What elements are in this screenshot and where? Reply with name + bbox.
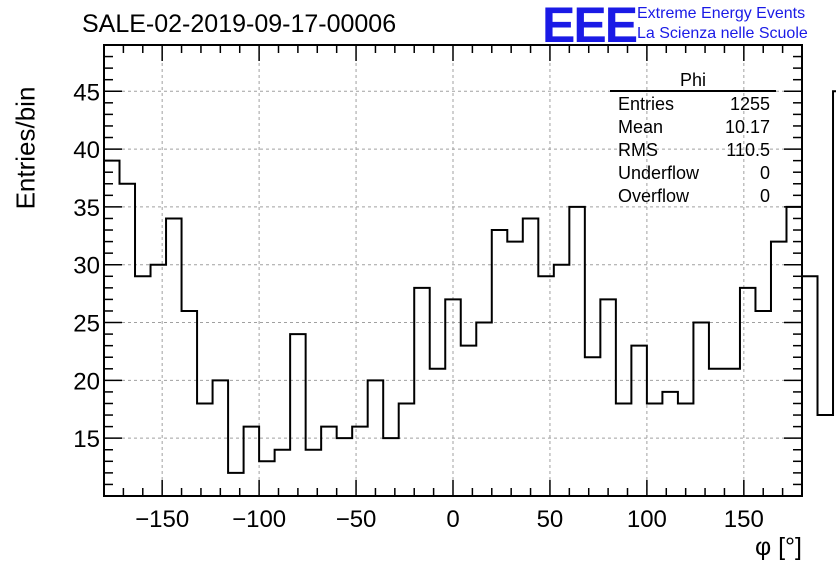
histogram-bin (740, 288, 756, 496)
histogram-bin (228, 473, 244, 496)
y-tick-label: 40 (73, 137, 100, 164)
histogram-bin (259, 461, 275, 496)
histogram-bin (182, 311, 198, 496)
histogram-bin (802, 276, 818, 496)
histogram-bin (337, 438, 353, 496)
x-tick-label: −50 (336, 506, 377, 533)
histogram-bin (647, 403, 663, 496)
stats-value: 10.17 (724, 117, 770, 137)
stats-row-rms: RMS 110.5 (610, 139, 776, 162)
x-tick-label: −100 (232, 506, 286, 533)
histogram-bin (631, 346, 647, 496)
histogram-bin (383, 438, 399, 496)
histogram-bin (321, 427, 337, 496)
histogram-bin (709, 369, 725, 496)
y-tick-label: 35 (73, 195, 100, 222)
stats-value: 0 (759, 163, 770, 183)
histogram-bin (569, 207, 585, 496)
histogram-bin (306, 450, 322, 496)
histogram-bin (523, 218, 539, 496)
axes: −150 −100 −50 0 50 100 150 15 20 25 30 35 40 45 (73, 44, 803, 533)
y-axis-label: Entries/bin (10, 86, 41, 210)
histogram-bin (786, 207, 802, 496)
stats-row-entries: Entries 1255 (610, 93, 776, 116)
histogram-bars (103, 90, 836, 496)
histogram-bin (678, 403, 694, 496)
histogram-bin (461, 346, 477, 496)
logo-line-2: La Scienza nelle Scuole (637, 25, 808, 42)
histogram-bin (275, 450, 291, 496)
histogram-bin (197, 403, 213, 496)
y-tick-label: 15 (73, 426, 100, 453)
histogram-bin (120, 184, 136, 496)
x-axis-label: φ [°] (754, 533, 802, 561)
histogram-bin (585, 357, 601, 496)
stats-label: Entries (618, 94, 675, 114)
x-tick-label: 100 (627, 506, 667, 533)
x-tick-label: 50 (537, 506, 564, 533)
histogram-bin (166, 218, 182, 496)
logo-line-1: Extreme Energy Events (637, 5, 806, 22)
histogram-step-line (103, 90, 836, 496)
histogram-bin (104, 161, 120, 496)
stats-box: Phi Entries 1255 Mean 10.17 RMS 110.5 Un… (610, 70, 776, 208)
logo-text: Extreme Energy Events La Scienza nelle S… (637, 4, 808, 44)
histogram-bin (600, 299, 616, 496)
y-tick-label: 30 (73, 253, 100, 280)
stats-label: Overflow (618, 186, 690, 206)
histogram-bin (755, 311, 771, 496)
x-tick-label: 150 (724, 506, 764, 533)
stats-row-overflow: Overflow 0 (610, 185, 776, 208)
stats-row-underflow: Underflow 0 (610, 162, 776, 185)
stats-value: 1255 (729, 94, 770, 114)
y-tick-label: 25 (73, 311, 100, 338)
stats-value: 0 (759, 186, 770, 206)
stats-label: Underflow (618, 163, 700, 183)
y-axis-label-container: Entries/bin (6, 87, 46, 210)
histogram-bin (818, 415, 834, 496)
histogram-bin (399, 403, 415, 496)
histogram-bin (135, 276, 151, 496)
histogram-bin (430, 369, 446, 496)
y-tick-label: 20 (73, 368, 100, 395)
x-tick-label: −150 (135, 506, 189, 533)
chart-title: SALE-02-2019-09-17-00006 (82, 10, 397, 38)
histogram-bin (662, 392, 678, 496)
histogram-bin (352, 427, 368, 496)
histogram-bin (476, 323, 492, 496)
histogram-bin (538, 276, 554, 496)
histogram-bin (693, 323, 709, 496)
histogram-bin (771, 242, 787, 496)
stats-label: Mean (618, 117, 664, 137)
histogram-bin (724, 369, 740, 496)
stats-row-mean: Mean 10.17 (610, 116, 776, 139)
histogram-bin (244, 427, 260, 496)
stats-histogram-name: Phi (610, 70, 776, 92)
histogram-bin (414, 288, 430, 496)
stats-label: RMS (618, 140, 658, 160)
histogram-bin (507, 242, 523, 496)
y-tick-label: 45 (73, 79, 100, 106)
histogram-bin (492, 230, 508, 496)
histogram-bin (616, 403, 632, 496)
x-tick-label: 0 (446, 506, 459, 533)
eee-logo: EEE (542, 0, 638, 53)
stats-value: 110.5 (726, 140, 770, 160)
histogram-bin (290, 334, 306, 496)
